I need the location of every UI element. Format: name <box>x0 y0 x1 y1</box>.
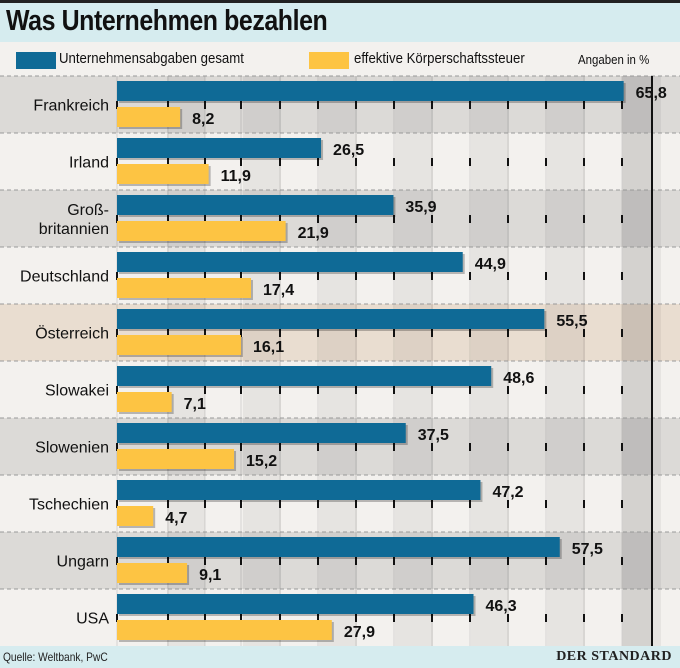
legend-swatch-total <box>16 52 56 69</box>
der-standard-logo: DER STANDARD <box>556 649 672 664</box>
data-label: 55,5 <box>556 313 587 330</box>
category-label: britannien <box>39 221 109 238</box>
bar-corporate <box>117 278 251 298</box>
bar-corporate <box>117 107 181 127</box>
category-label: Österreich <box>35 325 109 343</box>
data-label: 35,9 <box>405 199 436 216</box>
legend-label-total: Unternehmensabgaben gesamt <box>59 50 244 67</box>
bar-corporate <box>117 221 286 241</box>
data-label: 11,9 <box>221 168 251 185</box>
data-label: 17,4 <box>263 282 294 299</box>
category-label: Tschechien <box>29 497 109 514</box>
category-label: Ungarn <box>57 554 109 571</box>
category-label: USA <box>76 611 109 628</box>
bar-total <box>117 423 406 443</box>
bar-corporate <box>117 335 241 355</box>
data-label: 37,5 <box>418 427 449 444</box>
row-background <box>0 133 680 190</box>
bar-corporate <box>117 164 209 184</box>
data-label: 57,5 <box>572 541 603 558</box>
bar-total <box>117 81 624 101</box>
bar-corporate <box>117 563 188 583</box>
bar-total <box>117 252 463 272</box>
category-label: Frankreich <box>33 98 109 115</box>
category-label: Groß- <box>67 202 109 219</box>
legend-label-corporate: effektive Körperschaftssteuer <box>354 50 525 67</box>
legend: Unternehmensabgaben gesamt effektive Kör… <box>0 43 680 75</box>
title-bar: Was Unternehmen bezahlen <box>0 0 680 42</box>
data-label: 9,1 <box>199 567 221 584</box>
data-label: 4,7 <box>165 510 187 527</box>
bar-total <box>117 537 560 557</box>
category-label: Slowakei <box>45 383 109 400</box>
category-label: Deutschland <box>20 269 109 286</box>
data-label: 15,2 <box>246 453 277 470</box>
source-note: Quelle: Weltbank, PwC <box>3 650 108 664</box>
bar-total <box>117 480 481 500</box>
category-label: Slowenien <box>35 440 109 457</box>
unit-note: Angaben in % <box>578 52 650 67</box>
footer: Quelle: Weltbank, PwC DER STANDARD <box>0 646 680 668</box>
data-label: 21,9 <box>298 225 329 242</box>
data-label: 47,2 <box>492 484 523 501</box>
bar-total <box>117 138 322 158</box>
data-label: 27,9 <box>344 624 375 641</box>
data-label: 16,1 <box>253 339 284 356</box>
data-label: 8,2 <box>192 111 214 128</box>
category-label: Irland <box>69 155 109 172</box>
bar-corporate <box>117 620 332 640</box>
bar-corporate <box>117 506 154 526</box>
bar-total <box>117 366 492 386</box>
data-label: 46,3 <box>486 598 517 615</box>
bar-corporate <box>117 392 172 412</box>
legend-swatch-corporate <box>309 52 349 69</box>
data-label: 48,6 <box>503 370 534 387</box>
data-label: 26,5 <box>333 142 364 159</box>
data-label: 7,1 <box>184 396 206 413</box>
bar-total <box>117 309 545 329</box>
grid-band <box>547 76 585 646</box>
chart-title: Was Unternehmen bezahlen <box>6 5 328 37</box>
bar-corporate <box>117 449 235 469</box>
bar-total <box>117 594 474 614</box>
data-label: 44,9 <box>475 256 506 273</box>
bar-total <box>117 195 394 215</box>
